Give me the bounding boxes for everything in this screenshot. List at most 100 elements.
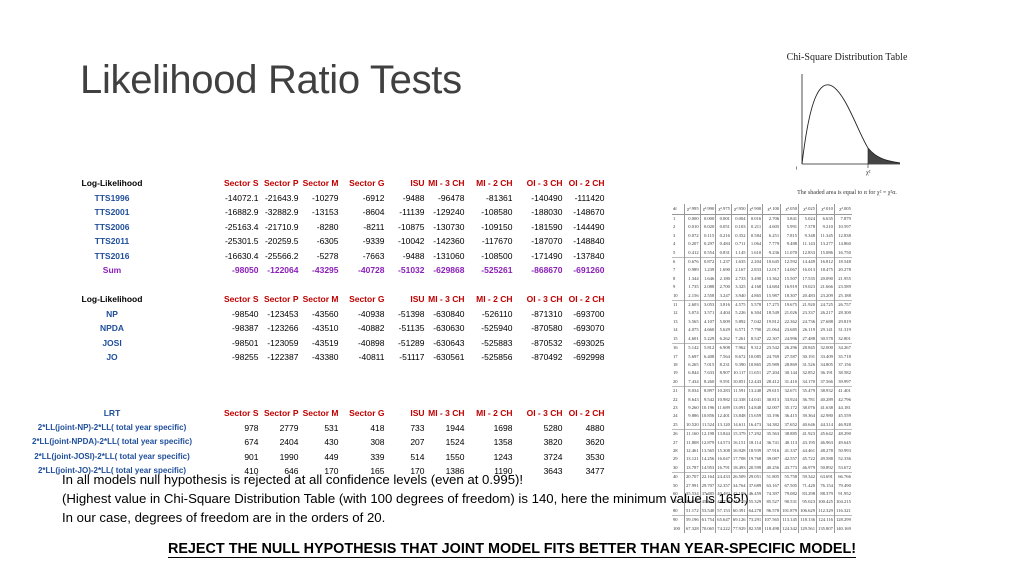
cell: 3530 (585, 451, 605, 462)
chi-cell: 0.103 (730, 223, 748, 232)
cell: -5278 (316, 250, 339, 261)
chi-cell: 17.708 (730, 455, 748, 464)
cell: -870532 (531, 337, 563, 348)
chi-cell: 14.684 (762, 283, 781, 292)
chi-cell: 6.251 (762, 231, 781, 241)
cell: -691260 (573, 265, 605, 275)
chi-row: 16 5.142 5.812 6.908 7.962 9.312 23.542 26.296 2… (672, 343, 852, 353)
chi-cell: 16.473 (746, 420, 763, 430)
chi-cell: 13.240 (746, 386, 763, 396)
chi-cell: 11.651 (746, 369, 763, 378)
chi-cell: 37.566 (816, 377, 835, 387)
cell: -148670 (573, 207, 605, 217)
chi-cell: 0.016 (746, 214, 763, 224)
chi-cell: 10.982 (715, 395, 732, 404)
chi-cell: 129.561 (798, 524, 817, 534)
row-label: TTS1996 (94, 192, 130, 203)
chi-col-header: χ².975 (715, 204, 732, 215)
chi-cell: 36.415 (780, 412, 799, 421)
chi-cell: 83.298 (798, 490, 817, 499)
col-header: Sector P (264, 178, 299, 188)
chi-cell: 4.168 (746, 283, 763, 292)
chi-cell: 28.869 (780, 360, 799, 370)
cell: -630643 (433, 337, 465, 348)
chi-cell: 5.578 (746, 300, 763, 310)
chi-cell: 15.659 (746, 412, 763, 421)
chi-cell: 12.461 (684, 446, 701, 456)
cell: -693070 (573, 323, 605, 333)
cell: 531 (324, 422, 339, 433)
table-row: JO -98255 -122387 -43380 -40811 -51117 -630561… (0, 350, 604, 365)
chi-cell: 12.443 (746, 377, 763, 387)
chi-cell: 0.207 (684, 240, 701, 249)
chi-cell: 39.087 (762, 455, 781, 464)
cell: 2404 (279, 437, 299, 447)
chi-cell: 14.953 (699, 463, 716, 473)
chi-row: 7 0.989 1.239 1.690 2.167 2.833 12.017 14.067 16… (672, 266, 852, 275)
chi-cell: 33.924 (780, 395, 799, 404)
chi-row: 3 0.072 0.115 0.216 0.352 0.584 6.251 7.815 9.34… (672, 231, 852, 241)
cell: 3724 (543, 451, 563, 462)
chi-cell: 32.357 (715, 481, 732, 490)
chi-row: 13 3.565 4.107 5.009 5.892 7.042 19.812 22.362 2… (672, 317, 852, 327)
cell: 4880 (585, 422, 605, 433)
chi-cell: 8.672 (730, 352, 748, 361)
chi-cell: 43.195 (798, 438, 817, 447)
chi-cell: 45.442 (699, 498, 716, 507)
chi-cell: 18.939 (746, 446, 763, 456)
cell: 410 (244, 466, 259, 476)
cell: 449 (324, 451, 339, 462)
chi-cell: 29.819 (833, 317, 852, 327)
chi-cell: 3.325 (730, 283, 748, 292)
chi-cell: 11.143 (798, 240, 817, 249)
chi-square-values-table: df χ².995 χ².990 χ².975 χ².950 χ².900 χ².100 χ²… (672, 204, 852, 534)
chi-cell: 5.991 (780, 223, 799, 232)
chi-cell: 69.126 (730, 515, 748, 525)
chi-cell: 2.204 (746, 257, 763, 267)
chi-cell: 6.408 (699, 352, 716, 361)
chi-cell: 35.534 (684, 490, 701, 499)
chi-cell: 24.736 (798, 317, 817, 327)
chi-cell: 12.838 (833, 231, 852, 241)
chi-cell: 40.113 (780, 438, 799, 447)
chi-cell: 13.120 (715, 420, 732, 430)
chi-col-header: χ².100 (762, 204, 781, 215)
chi-col-header: χ².010 (816, 204, 835, 215)
cell: -16630.4 (224, 250, 259, 261)
chi-cell: 35.172 (780, 403, 799, 413)
chi-cell: 36.781 (798, 395, 817, 404)
chi-row: 26 11.160 12.198 13.844 15.379 17.292 35.563 38… (672, 429, 852, 439)
row-label: JO (106, 352, 118, 362)
table-header-row: Log-Likelihood Sector S Sector P Sector … (0, 292, 605, 307)
chi-cell: 0.072 (684, 231, 701, 241)
chi-cell: 17.292 (746, 429, 763, 439)
chi-cell: 46.979 (798, 463, 817, 473)
chi-cell: 25.188 (833, 291, 852, 301)
chi-cell: 11.345 (816, 231, 835, 241)
chi-cell: 15.507 (780, 274, 799, 284)
cell: -117670 (481, 236, 513, 246)
chi-cell: 1.237 (715, 257, 732, 267)
chi-cell: 13.091 (730, 403, 748, 413)
chi-cell: 50.993 (833, 446, 852, 456)
chi-cell: 85.527 (762, 498, 781, 507)
cell: -25301.5 (224, 236, 259, 246)
cell: -43519 (312, 337, 339, 348)
chi-cell: 106.629 (798, 506, 817, 516)
chi-cell: 38.932 (816, 386, 835, 396)
chi-cell: 1.145 (730, 248, 748, 258)
cell: -21643.9 (264, 192, 299, 203)
chi-cell: 49.588 (816, 455, 835, 464)
chi-cell: 15.308 (715, 446, 732, 456)
chi-cell: 2.700 (715, 283, 732, 292)
cell: -123266 (267, 323, 299, 333)
cell: 170 (410, 466, 425, 476)
chi-cell: 3.841 (780, 214, 799, 224)
chi-cell: 11.808 (684, 438, 701, 447)
table-row: TTS1996 -14072.1 -21643.9 -10279 -6912 -9488 -… (0, 191, 605, 206)
chi-cell: 13.787 (684, 463, 701, 473)
chi-cell: 27 (673, 439, 678, 445)
row-label: TTS2016 (94, 250, 130, 261)
chi-cell: 65.647 (715, 515, 732, 525)
chi-cell: 14.611 (730, 420, 748, 430)
